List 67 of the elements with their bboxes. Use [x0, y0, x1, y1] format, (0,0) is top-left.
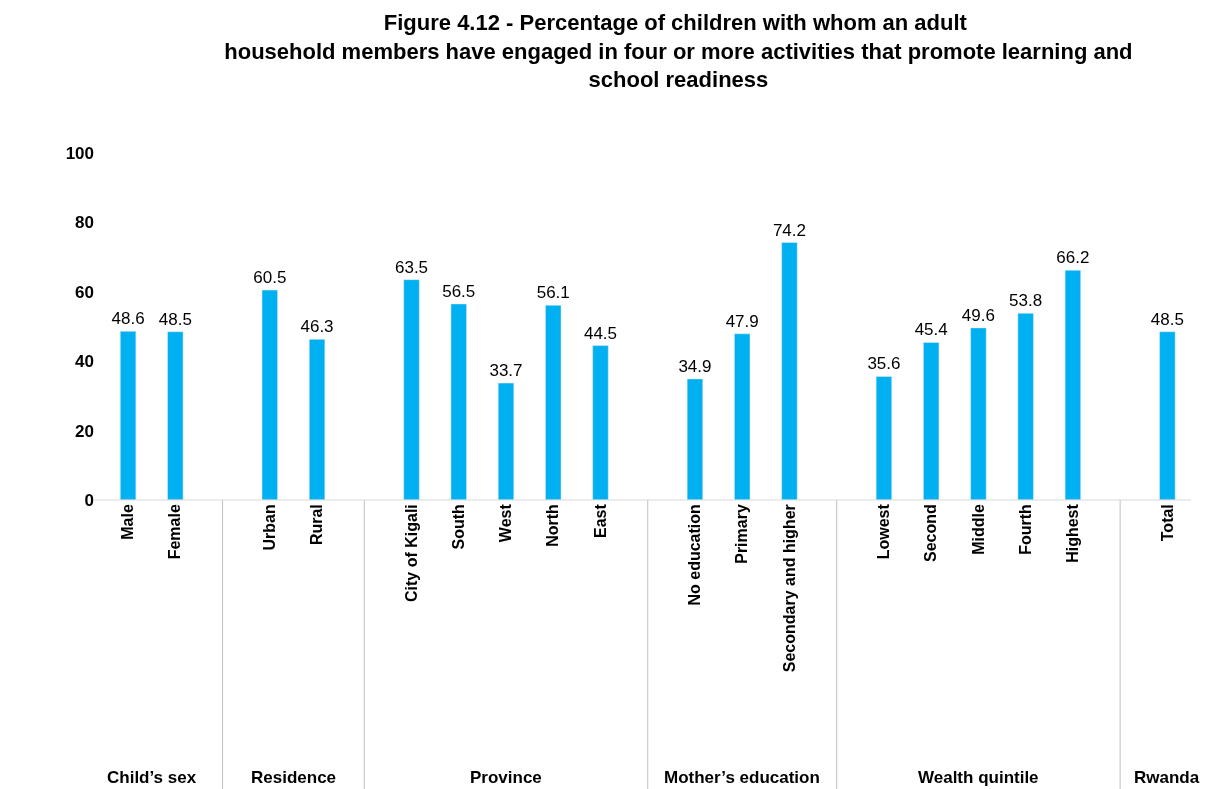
bar — [167, 331, 184, 500]
x-tick-label: Second — [922, 504, 940, 562]
text: Province — [470, 768, 542, 787]
data-label: 47.9 — [725, 311, 759, 331]
x-tick-label: Rural — [308, 504, 326, 546]
x-tick-label: Fourth — [1016, 504, 1034, 555]
bar — [970, 327, 987, 500]
x-tick-label: North — [544, 504, 562, 547]
x-tick-label: Highest — [1064, 503, 1082, 563]
data-label: 48.5 — [1150, 309, 1184, 329]
data-label: 74.2 — [772, 220, 806, 240]
data-label: 44.5 — [583, 323, 618, 343]
text: Child’s sex — [107, 768, 197, 787]
bar — [497, 382, 515, 500]
chart-title: Figure 4.12 - Percentage of children with whom an adult household members have engaged in four or more activities that promote learning and school readiness — [218, 10, 1133, 93]
x-tick-label: West — [497, 503, 515, 543]
bar — [686, 378, 704, 500]
data-label: 48.5 — [158, 309, 192, 329]
y-tick-label: 40 — [75, 352, 94, 372]
text: Wealth quintile — [918, 768, 1039, 787]
bar — [450, 303, 467, 500]
bar — [923, 342, 940, 500]
y-tick-label: 20 — [75, 421, 94, 441]
data-label: 46.3 — [300, 317, 334, 337]
x-tick-label: Lowest — [875, 503, 893, 560]
data-label: 56.1 — [536, 283, 570, 303]
text: Mother’s education — [664, 768, 820, 787]
data-label: 48.6 — [111, 309, 145, 329]
bar — [875, 376, 892, 500]
bar — [545, 305, 562, 500]
data-label: 56.5 — [442, 281, 476, 301]
x-tick-label: South — [449, 504, 467, 550]
x-tick-label: City of Kigali — [402, 504, 420, 602]
bar — [120, 331, 137, 500]
data-label: 34.9 — [678, 356, 712, 376]
bar — [734, 333, 751, 500]
data-label: 63.5 — [394, 257, 429, 277]
bar — [261, 289, 278, 500]
data-label: 49.6 — [961, 305, 995, 325]
x-tick-label: Middle — [969, 504, 987, 555]
bar — [1064, 270, 1081, 500]
y-tick-label: 60 — [75, 282, 94, 302]
x-tick-label: Urban — [260, 504, 278, 551]
bar — [592, 345, 609, 500]
x-tick-label: Male — [119, 504, 137, 540]
y-tick-label: 0 — [84, 490, 94, 510]
text: Residence — [251, 768, 337, 787]
x-tick-label: Total — [1158, 504, 1176, 542]
data-label: 53.8 — [1009, 291, 1043, 311]
x-tick-label: Secondary and higher — [780, 504, 798, 673]
bar — [403, 279, 420, 500]
data-label: 33.7 — [489, 361, 523, 381]
bar — [308, 339, 326, 500]
data-label: 66.2 — [1056, 248, 1090, 268]
bar — [1159, 331, 1176, 500]
data-label: 60.5 — [253, 268, 287, 288]
data-label: 45.4 — [914, 320, 948, 340]
bar — [1017, 313, 1034, 500]
y-tick-label: 80 — [75, 213, 94, 233]
bar — [781, 242, 798, 500]
x-tick-label: Primary — [733, 504, 751, 564]
text: Rwanda — [1134, 768, 1200, 787]
data-label: 35.6 — [867, 354, 901, 374]
x-tick-label: No education — [686, 504, 704, 606]
x-tick-label: Female — [166, 504, 184, 560]
y-tick-label: 100 — [65, 143, 94, 163]
x-tick-label: East — [591, 503, 609, 538]
